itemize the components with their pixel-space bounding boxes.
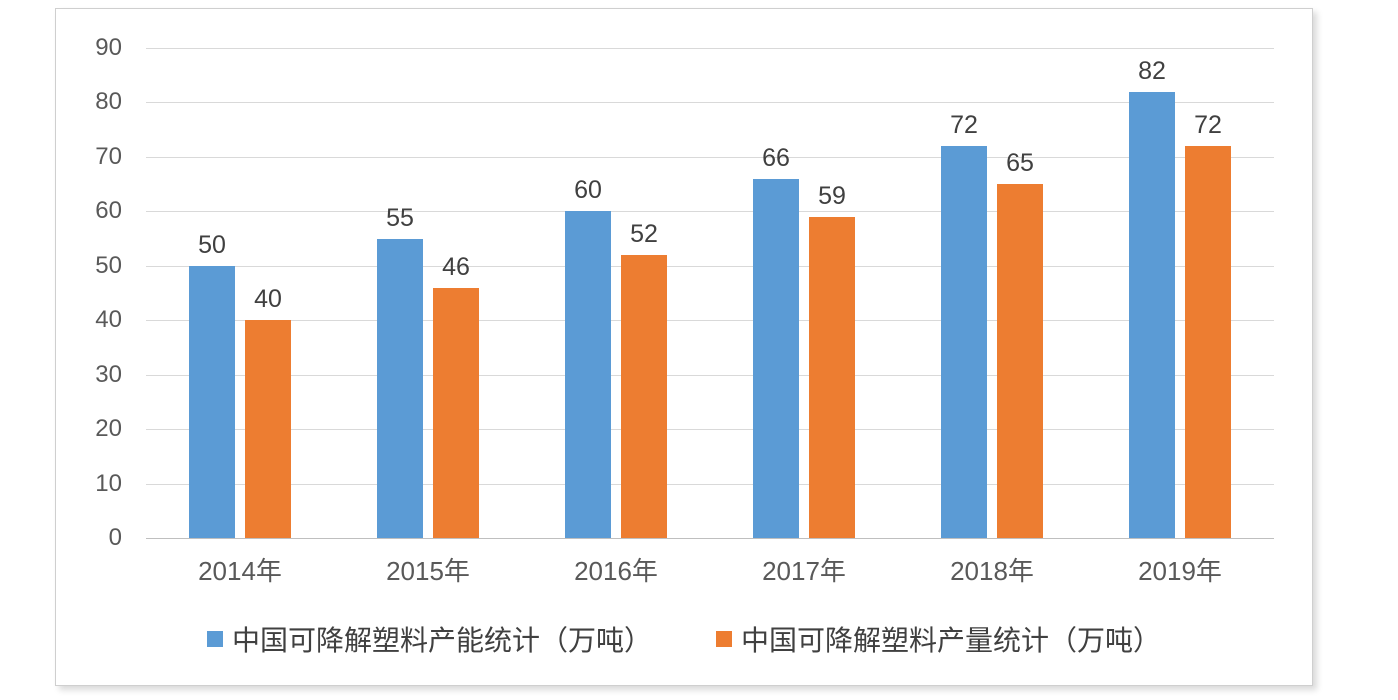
legend-swatch-capacity: [206, 631, 223, 647]
data-label-output-2019: 72: [1194, 111, 1222, 139]
data-label-capacity-2017: 66: [762, 143, 790, 172]
data-label-output-2016: 52: [630, 219, 658, 248]
bar-chart: 0 10 20 30 40 50 60 70 80 90 50 40 55 46 60 52 66 59 72 65…: [55, 8, 1313, 686]
x-tick-label-2019: 2019年: [1138, 556, 1222, 586]
y-tick-label-70: 70: [95, 142, 122, 170]
data-label-output-2018: 65: [1006, 149, 1034, 178]
x-tick-label-2018: 2018年: [950, 556, 1034, 586]
legend-item-output: 中国可降解塑料产量统计（万吨）: [716, 619, 1161, 659]
bar-capacity-2019: [1129, 91, 1175, 538]
legend-swatch-output: [716, 631, 732, 647]
y-tick-label-20: 20: [95, 415, 122, 443]
y-tick-label-50: 50: [95, 251, 122, 279]
data-label-capacity-2014: 50: [198, 230, 226, 259]
legend-label-capacity: 中国可降解塑料产能统计（万吨）: [231, 625, 652, 656]
y-tick-label-80: 80: [95, 88, 122, 116]
gridline-50: [146, 265, 1274, 267]
y-tick-label-0: 0: [108, 524, 122, 551]
gridline-60: [146, 211, 1274, 213]
data-label-capacity-2019: 82: [1138, 56, 1166, 85]
bar-output-2019: [1185, 146, 1231, 538]
data-label-output-2017: 59: [818, 181, 846, 210]
bar-capacity-2015: [377, 238, 423, 538]
bar-capacity-2018: [941, 146, 987, 538]
gridline-30: [146, 374, 1274, 376]
y-tick-label-30: 30: [95, 360, 122, 388]
bar-output-2018: [997, 184, 1043, 538]
x-tick-label-2014: 2014年: [198, 556, 282, 586]
bar-output-2015: [433, 287, 479, 538]
gridline-40: [146, 320, 1274, 322]
legend-item-capacity: 中国可降解塑料产能统计（万吨）: [206, 619, 652, 659]
bar-output-2017: [809, 216, 855, 538]
data-label-output-2014: 40: [254, 285, 282, 314]
y-tick-label-40: 40: [95, 306, 122, 334]
legend: 中国可降解塑料产能统计（万吨） 中国可降解塑料产量统计（万吨）: [56, 619, 1312, 659]
bar-output-2014: [245, 320, 291, 538]
data-label-capacity-2018: 72: [950, 111, 978, 139]
x-axis-line: [146, 538, 1274, 539]
bar-capacity-2014: [189, 265, 235, 538]
bar-capacity-2016: [565, 211, 611, 538]
y-tick-label-60: 60: [95, 197, 122, 225]
y-tick-label-10: 10: [95, 469, 122, 497]
y-tick-label-90: 90: [95, 34, 122, 61]
gridline-90: [146, 48, 1274, 49]
legend-label-output: 中国可降解塑料产量统计（万吨）: [741, 625, 1162, 656]
gridline-20: [146, 429, 1274, 431]
x-tick-label-2016: 2016年: [574, 556, 658, 586]
gridline-80: [146, 102, 1274, 104]
data-label-capacity-2016: 60: [574, 176, 602, 205]
x-tick-label-2017: 2017年: [762, 556, 846, 586]
gridline-10: [146, 483, 1274, 485]
bar-output-2016: [621, 254, 667, 538]
data-label-output-2015: 46: [442, 252, 470, 281]
gridline-70: [146, 156, 1274, 158]
bar-capacity-2017: [753, 178, 799, 538]
x-tick-label-2015: 2015年: [386, 556, 470, 586]
data-label-capacity-2015: 55: [386, 203, 414, 232]
